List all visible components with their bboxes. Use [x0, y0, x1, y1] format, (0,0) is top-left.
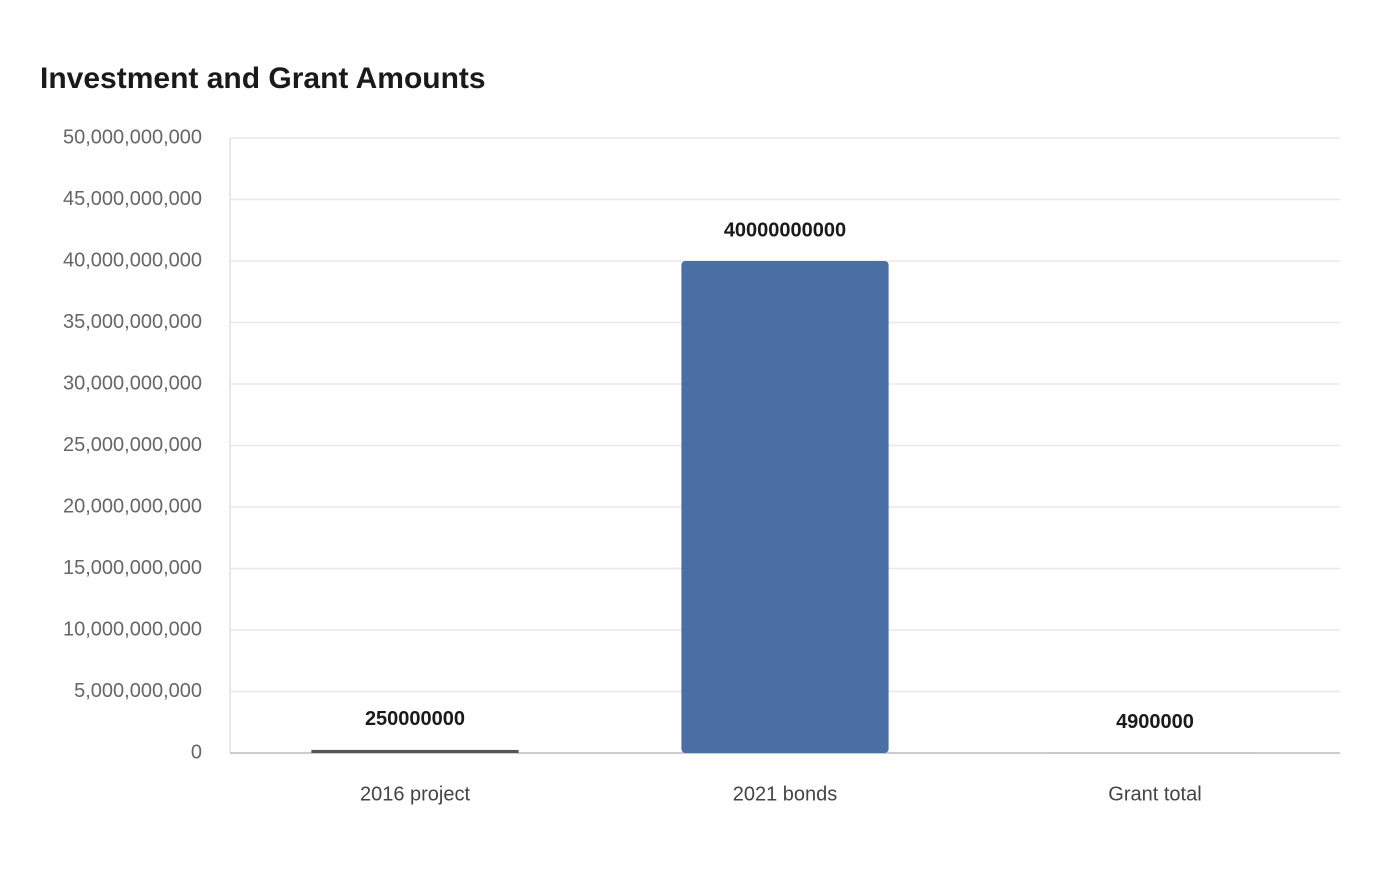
- data-label: 4900000: [1116, 711, 1194, 733]
- x-tick-label: 2016 project: [360, 783, 471, 805]
- y-tick-label: 15,000,000,000: [63, 557, 202, 579]
- data-label: 250000000: [365, 708, 465, 730]
- y-tick-label: 20,000,000,000: [63, 495, 202, 517]
- y-tick-label: 45,000,000,000: [63, 188, 202, 210]
- y-tick-label: 25,000,000,000: [63, 434, 202, 456]
- y-tick-label: 0: [191, 741, 202, 763]
- y-tick-label: 5,000,000,000: [74, 680, 202, 702]
- data-label: 40000000000: [724, 219, 846, 241]
- y-tick-label: 30,000,000,000: [63, 372, 202, 394]
- bar: [311, 749, 519, 753]
- y-tick-label: 40,000,000,000: [63, 249, 202, 271]
- y-tick-label: 50,000,000,000: [63, 126, 202, 148]
- y-tick-label: 35,000,000,000: [63, 311, 202, 333]
- x-tick-label: 2021 bonds: [733, 783, 838, 805]
- chart-title: Investment and Grant Amounts: [40, 62, 486, 95]
- x-tick-label: Grant total: [1108, 783, 1201, 805]
- y-tick-label: 10,000,000,000: [63, 618, 202, 640]
- bar: [681, 261, 889, 753]
